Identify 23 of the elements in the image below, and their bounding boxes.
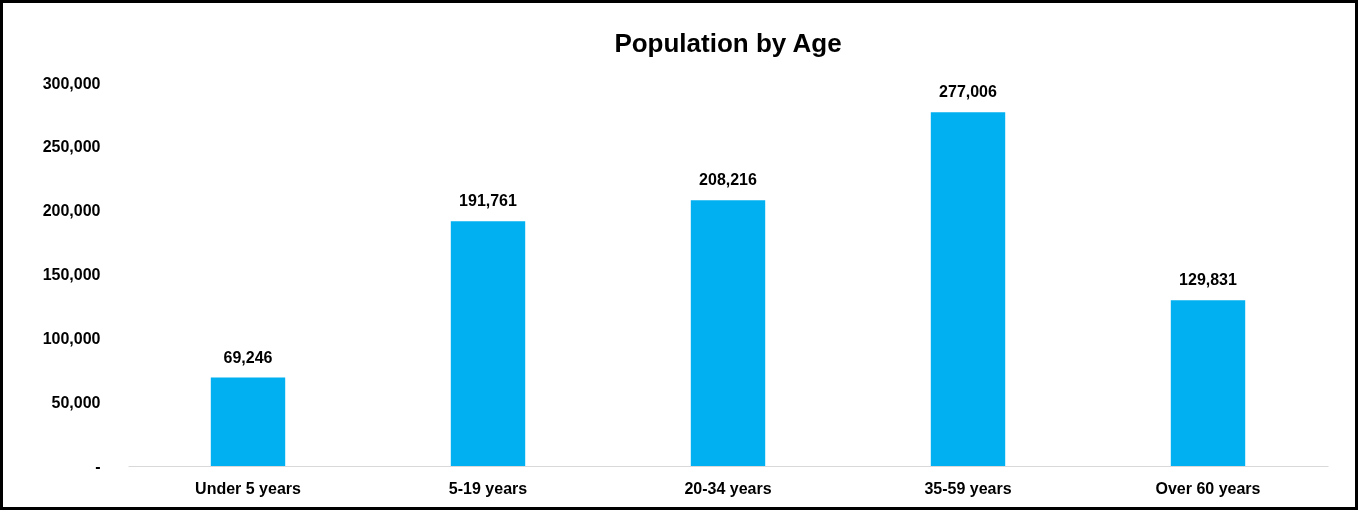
bar xyxy=(930,112,1006,466)
y-tick-label: 150,000 xyxy=(42,266,101,283)
y-tick-label: - xyxy=(95,457,101,475)
y-tick-label: 200,000 xyxy=(42,202,101,220)
y-tick-label: 250,000 xyxy=(42,138,101,156)
y-tick-label: 300,000 xyxy=(42,74,101,92)
bar xyxy=(210,377,286,466)
data-label: 191,761 xyxy=(459,192,518,210)
chart-title: Population by Age xyxy=(614,28,842,58)
x-tick-label: 35-59 years xyxy=(924,479,1012,497)
data-label: 208,216 xyxy=(699,171,758,189)
x-tick-label: 20-34 years xyxy=(684,479,772,497)
y-tick-label: 100,000 xyxy=(42,329,101,347)
bar xyxy=(1170,300,1246,466)
bar xyxy=(690,200,766,466)
x-tick-label: Under 5 years xyxy=(195,479,302,497)
x-tick-label: Over 60 years xyxy=(1155,479,1261,497)
y-tick-label: 50,000 xyxy=(51,393,101,411)
x-tick-label: 5-19 years xyxy=(448,479,528,497)
bar xyxy=(450,221,526,466)
data-label: 129,831 xyxy=(1179,271,1238,289)
data-label: 277,006 xyxy=(939,83,998,101)
data-label: 69,246 xyxy=(223,348,273,366)
